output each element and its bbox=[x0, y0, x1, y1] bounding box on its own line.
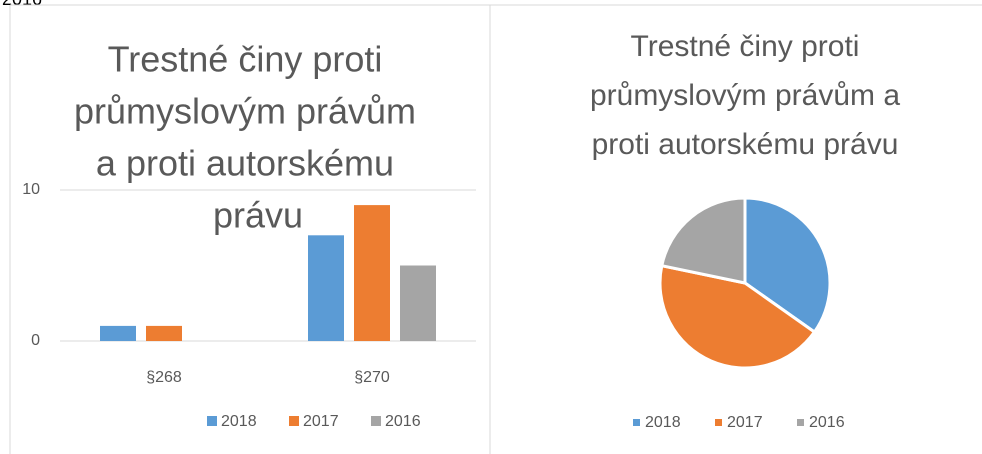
legend-label: 2018 bbox=[645, 414, 681, 431]
chart-title: průmyslovým právům a bbox=[590, 79, 900, 112]
legend-swatch bbox=[207, 416, 217, 426]
pie-slice bbox=[743, 196, 832, 335]
legend-label: 2016 bbox=[809, 414, 845, 431]
legend-swatch bbox=[715, 419, 722, 426]
y-tick-label: 10 bbox=[22, 181, 40, 198]
pie-slice bbox=[658, 263, 817, 370]
legend-swatch bbox=[289, 416, 299, 426]
header-text: 2016 bbox=[2, 0, 42, 9]
bar bbox=[308, 235, 344, 341]
chart-title: a proti autorskému bbox=[96, 143, 394, 184]
chart-title: Trestné činy proti bbox=[108, 39, 383, 80]
legend-swatch bbox=[371, 416, 381, 426]
y-tick-label: 0 bbox=[31, 332, 40, 349]
bar bbox=[146, 325, 182, 341]
x-tick-label: §270 bbox=[354, 369, 390, 386]
chart-title: proti autorskému právu bbox=[592, 128, 899, 161]
legend-swatch bbox=[797, 419, 804, 426]
bar bbox=[100, 325, 136, 341]
chart-title: Trestné činy proti bbox=[631, 30, 860, 63]
chart-title: průmyslovým právům bbox=[74, 91, 416, 132]
pie-slice bbox=[660, 196, 747, 285]
legend-swatch bbox=[633, 419, 640, 426]
legend-label: 2017 bbox=[727, 414, 763, 431]
x-tick-label: §268 bbox=[146, 369, 182, 386]
legend-label: 2016 bbox=[385, 413, 421, 430]
bar bbox=[400, 265, 436, 341]
bar bbox=[354, 205, 390, 341]
chart-title: právu bbox=[213, 195, 303, 236]
legend-label: 2018 bbox=[221, 413, 257, 430]
legend-label: 2017 bbox=[303, 413, 339, 430]
